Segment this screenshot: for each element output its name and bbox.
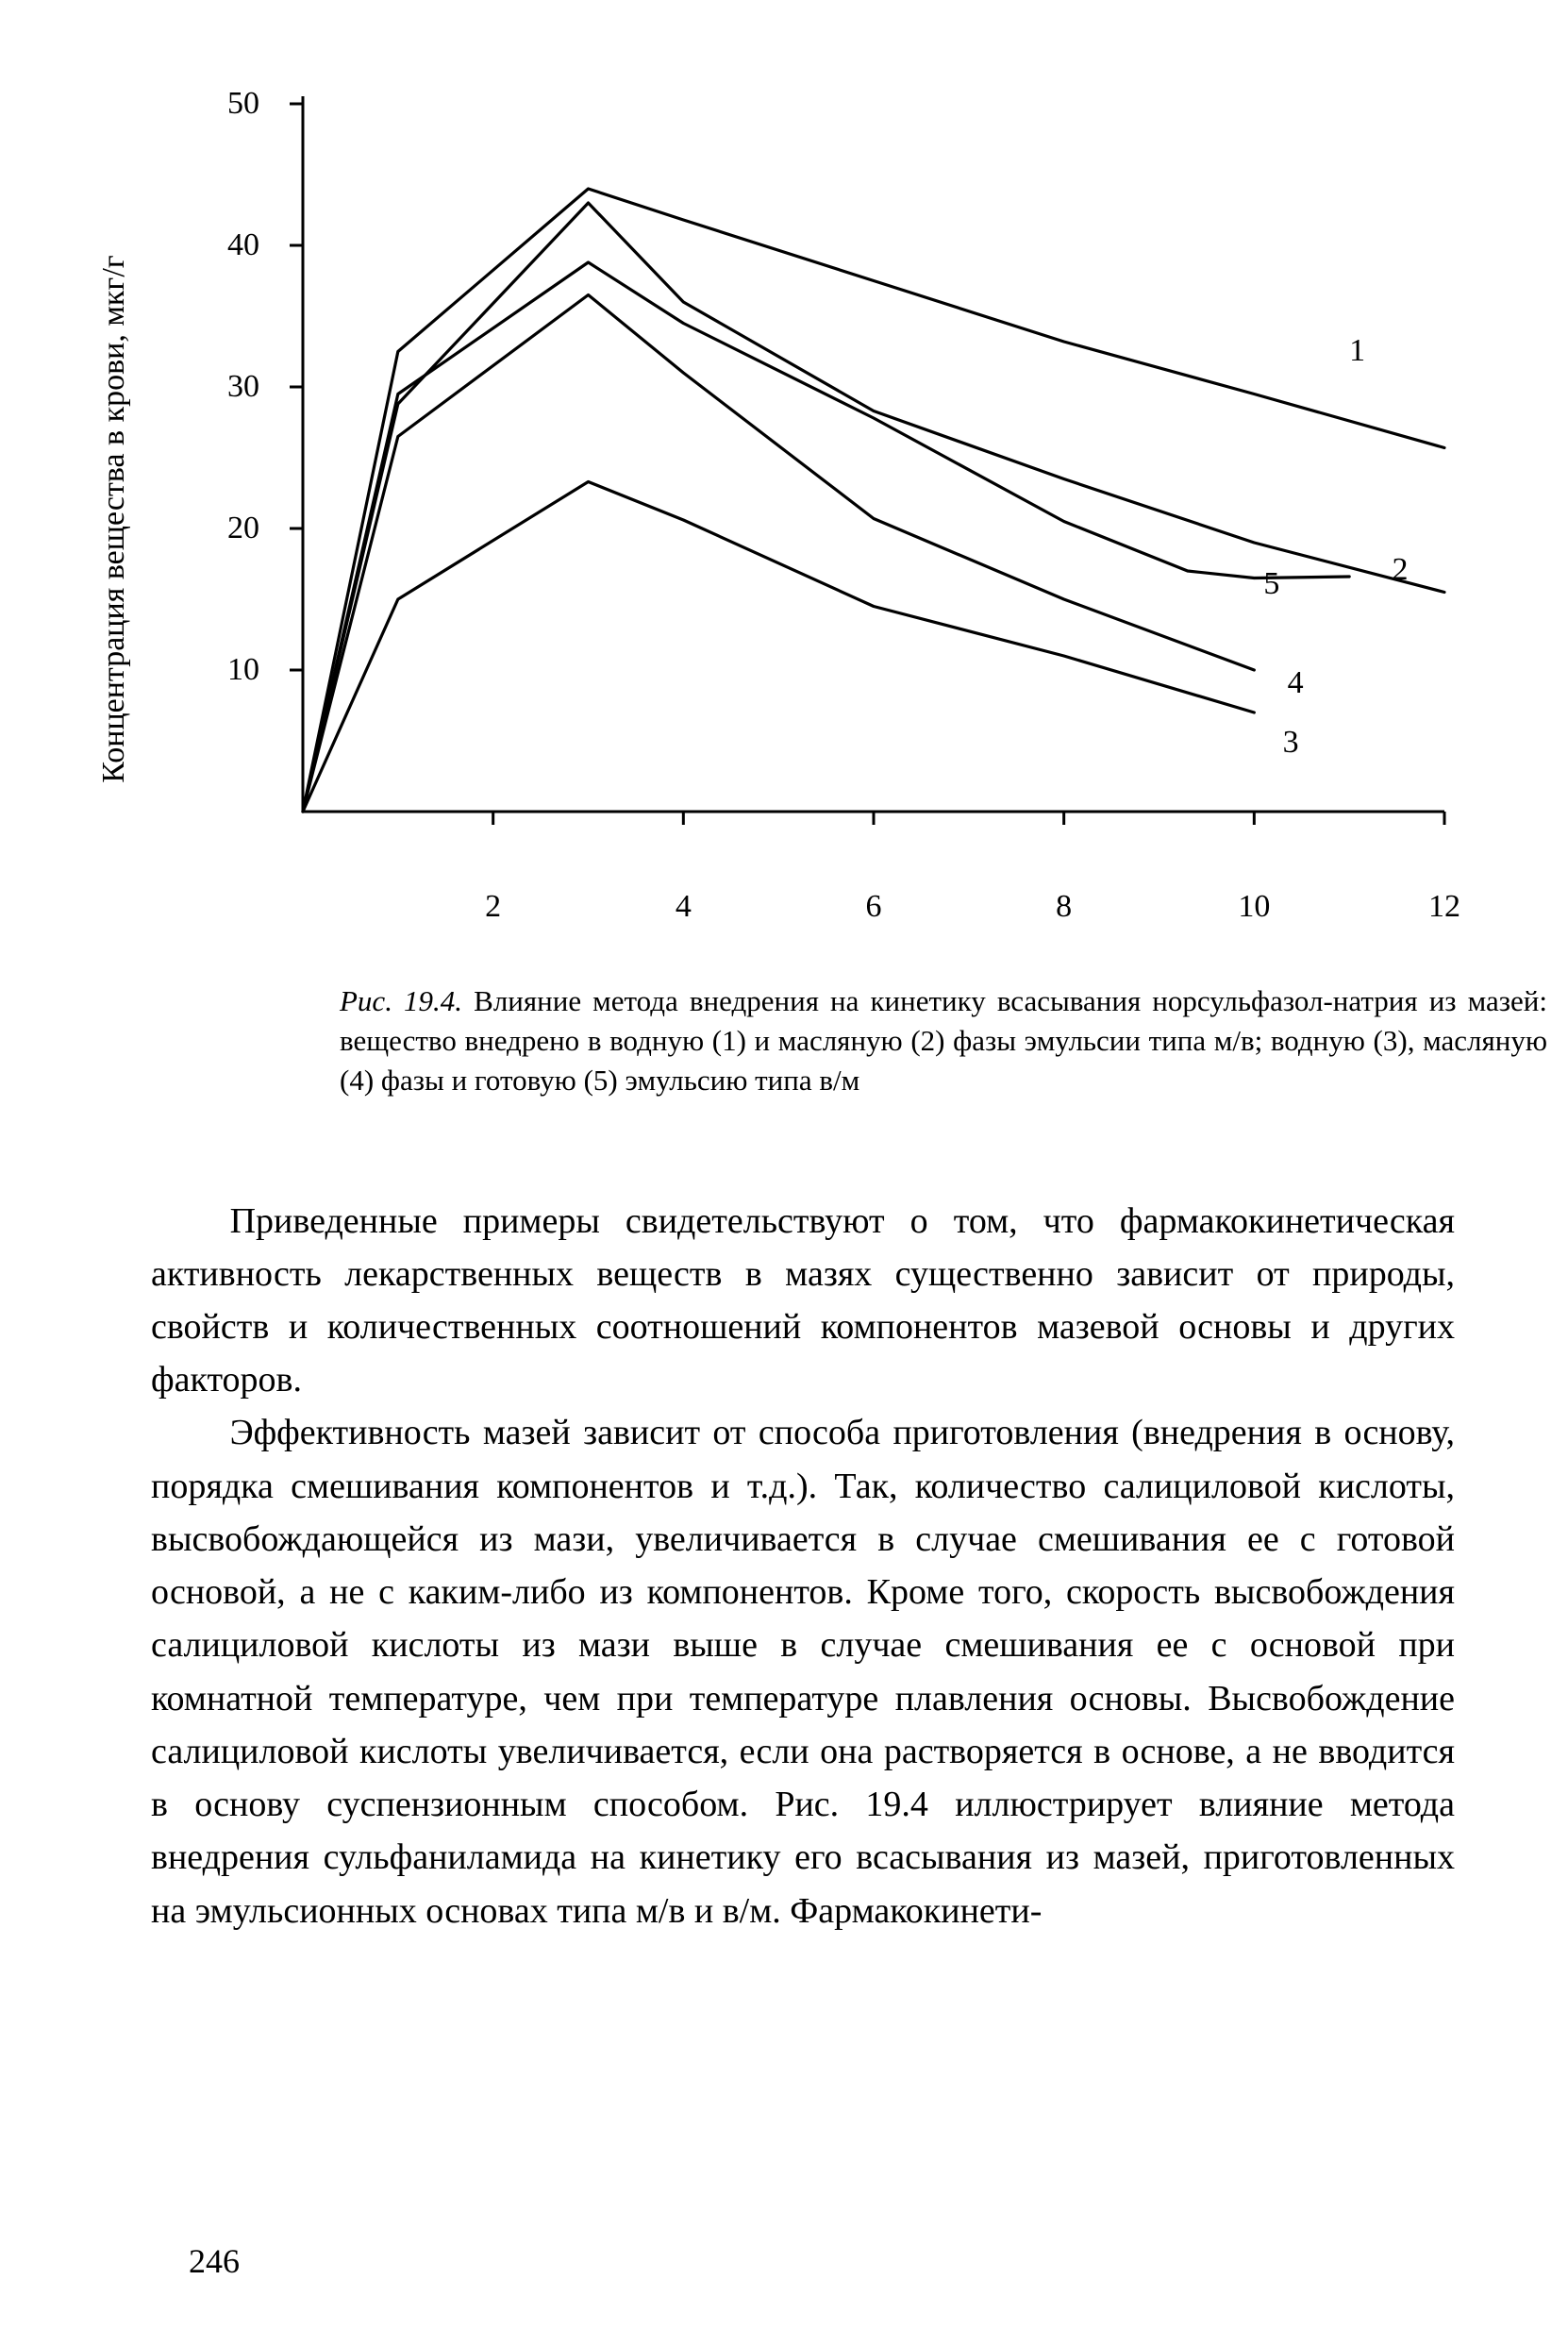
- page: Концентрация вещества в крови, мкг/г 10 2…: [0, 0, 1568, 2347]
- x-tick-label: 12: [1428, 889, 1460, 925]
- series-label-3: 3: [1283, 725, 1299, 761]
- figure-caption: Рис. 19.4. Влияние метода внедрения на к…: [340, 981, 1547, 1100]
- series-label-5: 5: [1263, 566, 1279, 602]
- y-axis-label: Концентрация вещества в крови, мкг/г: [96, 255, 132, 782]
- concentration-chart: Концентрация вещества в крови, мкг/г 102…: [152, 94, 1454, 944]
- y-tick-label: 20: [218, 511, 259, 546]
- paragraph-1: Приведенные примеры свидетельствуют о то…: [151, 1195, 1455, 1407]
- y-tick-label: 50: [218, 86, 259, 122]
- x-tick-label: 10: [1238, 889, 1270, 925]
- y-tick-label: 10: [218, 652, 259, 688]
- y-tick-label: 40: [218, 227, 259, 263]
- x-tick-label: 2: [485, 889, 501, 925]
- series-label-2: 2: [1393, 552, 1409, 588]
- plot-area: [265, 94, 1454, 878]
- paragraph-2: Эффективность мазей зависит от способа п…: [151, 1406, 1455, 1936]
- x-tick-label: 8: [1056, 889, 1072, 925]
- page-number: 246: [189, 2241, 240, 2281]
- x-tick-label: 6: [866, 889, 882, 925]
- figure-number: Рис. 19.4.: [340, 984, 462, 1017]
- series-label-1: 1: [1349, 333, 1365, 369]
- body-text: Приведенные примеры свидетельствуют о то…: [151, 1195, 1455, 1937]
- figure-caption-text: Влияние метода внедрения на кинетику вса…: [340, 984, 1547, 1097]
- series-label-4: 4: [1288, 665, 1304, 701]
- chart-svg: [265, 94, 1454, 878]
- y-tick-label: 30: [218, 369, 259, 405]
- x-tick-label: 4: [676, 889, 692, 925]
